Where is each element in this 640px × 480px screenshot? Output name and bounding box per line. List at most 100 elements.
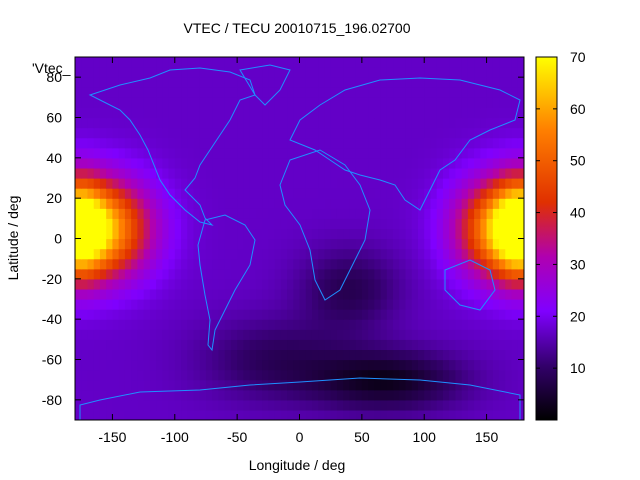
heatmap-cell [374, 258, 382, 270]
heatmap-cell [343, 67, 350, 78]
heatmap-cell [511, 97, 519, 109]
heatmap-cell [474, 57, 481, 68]
heatmap-cell [149, 389, 157, 401]
heatmap-cell [187, 379, 195, 391]
heatmap-cell [243, 299, 251, 310]
heatmap-cell [449, 268, 457, 280]
heatmap-cell [442, 339, 450, 351]
heatmap-cell [156, 399, 163, 411]
heatmap-cell [93, 258, 101, 270]
heatmap-cell [436, 57, 444, 68]
heatmap-cell [181, 238, 188, 250]
heatmap-cell [274, 288, 282, 300]
heatmap-cell [137, 409, 145, 420]
heatmap-cell [417, 178, 425, 189]
heatmap-cell [262, 198, 269, 209]
heatmap-cell [511, 178, 519, 189]
heatmap-cell [143, 268, 151, 280]
heatmap-cell [405, 288, 413, 300]
heatmap-cell [280, 389, 288, 401]
heatmap-cell [118, 137, 126, 149]
heatmap-cell [212, 87, 220, 98]
heatmap-cell [455, 309, 463, 320]
heatmap-cell [517, 77, 524, 88]
heatmap-cell [461, 218, 469, 230]
heatmap-cell [193, 218, 201, 230]
heatmap-cell [87, 208, 95, 219]
heatmap-cell [417, 107, 425, 119]
heatmap-cell [399, 167, 407, 179]
heatmap-cell [230, 288, 238, 300]
heatmap-cell [430, 167, 438, 179]
heatmap-cell [318, 77, 326, 88]
heatmap-cell [199, 228, 207, 240]
heatmap-cell [311, 87, 319, 98]
heatmap-cell [81, 178, 89, 189]
heatmap-cell [99, 379, 107, 391]
heatmap-cell [486, 349, 494, 361]
heatmap-cell [156, 329, 163, 340]
heatmap-cell [467, 248, 475, 260]
heatmap-cell [305, 369, 313, 381]
heatmap-cell [293, 349, 301, 361]
heatmap-cell [492, 349, 500, 361]
heatmap-cell [330, 409, 338, 420]
heatmap-cell [492, 188, 500, 199]
heatmap-cell [293, 369, 301, 381]
heatmap-cell [75, 349, 82, 361]
heatmap-cell [274, 157, 282, 169]
heatmap-cell [118, 157, 126, 169]
heatmap-cell [75, 157, 82, 169]
heatmap-cell [318, 319, 326, 330]
heatmap-cell [93, 309, 101, 320]
heatmap-cell [311, 67, 319, 78]
heatmap-cell [449, 228, 457, 240]
heatmap-cell [430, 329, 438, 340]
heatmap-cell [355, 57, 363, 68]
heatmap-cell [143, 107, 151, 119]
heatmap-cell [143, 77, 151, 88]
heatmap-cell [193, 77, 201, 88]
heatmap-cell [118, 248, 126, 260]
heatmap-cell [305, 349, 313, 361]
heatmap-cell [249, 188, 257, 199]
heatmap-cell [499, 359, 506, 371]
heatmap-cell [268, 137, 276, 149]
heatmap-cell [374, 77, 382, 88]
heatmap-cell [268, 198, 276, 209]
heatmap-cell [430, 208, 438, 219]
heatmap-cell [492, 67, 500, 78]
heatmap-cell [205, 288, 213, 300]
heatmap-cell [131, 147, 138, 159]
heatmap-cell [380, 127, 388, 139]
heatmap-cell [517, 238, 524, 250]
heatmap-cell [181, 147, 188, 159]
heatmap-cell [305, 268, 313, 280]
heatmap-cell [343, 147, 350, 159]
heatmap-cell [199, 248, 207, 260]
heatmap-cell [374, 409, 382, 420]
heatmap-cell [349, 369, 357, 381]
heatmap-cell [274, 218, 282, 230]
heatmap-cell [505, 299, 513, 310]
heatmap-cell [99, 167, 107, 179]
heatmap-cell [455, 77, 463, 88]
heatmap-cell [143, 198, 151, 209]
heatmap-cell [255, 67, 263, 78]
heatmap-cell [399, 258, 407, 270]
heatmap-cell [293, 278, 301, 290]
heatmap-cell [299, 349, 307, 361]
y-tick-label: -80 [42, 392, 62, 408]
heatmap-cell [199, 379, 207, 391]
heatmap-cell [380, 188, 388, 199]
heatmap-cell [224, 369, 232, 381]
heatmap-cell [393, 188, 400, 199]
heatmap-cell [274, 248, 282, 260]
heatmap-cell [205, 268, 213, 280]
heatmap-cell [187, 268, 195, 280]
heatmap-cell [149, 188, 157, 199]
heatmap-cell [499, 198, 506, 209]
heatmap-cell [143, 329, 151, 340]
heatmap-cell [162, 127, 170, 139]
heatmap-cell [106, 77, 114, 88]
